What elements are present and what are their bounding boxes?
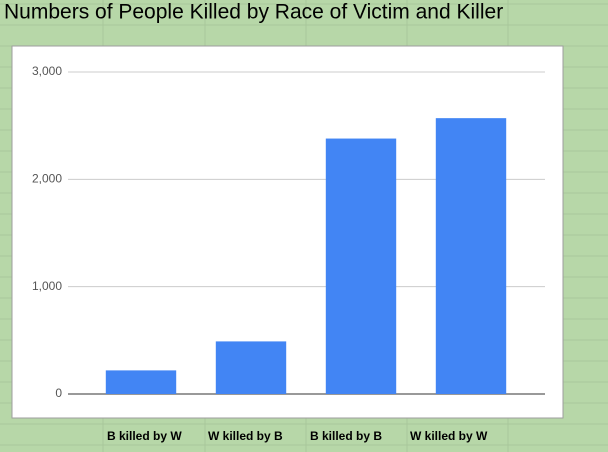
chart-title: Numbers of People Killed by Race of Vict…	[4, 1, 503, 24]
y-tick-label: 3,000	[32, 64, 62, 78]
x-tick-label: B killed by W	[107, 429, 182, 443]
y-tick-label: 2,000	[32, 172, 62, 186]
bar	[325, 138, 397, 394]
y-tick-label: 1,000	[32, 279, 62, 293]
x-tick-label: W killed by W	[410, 429, 488, 443]
bar	[435, 118, 507, 395]
bar	[215, 341, 287, 394]
bar	[105, 370, 177, 394]
y-tick-label: 0	[55, 386, 62, 400]
x-tick-label: B killed by B	[310, 429, 382, 443]
x-tick-label: W killed by B	[208, 429, 283, 443]
